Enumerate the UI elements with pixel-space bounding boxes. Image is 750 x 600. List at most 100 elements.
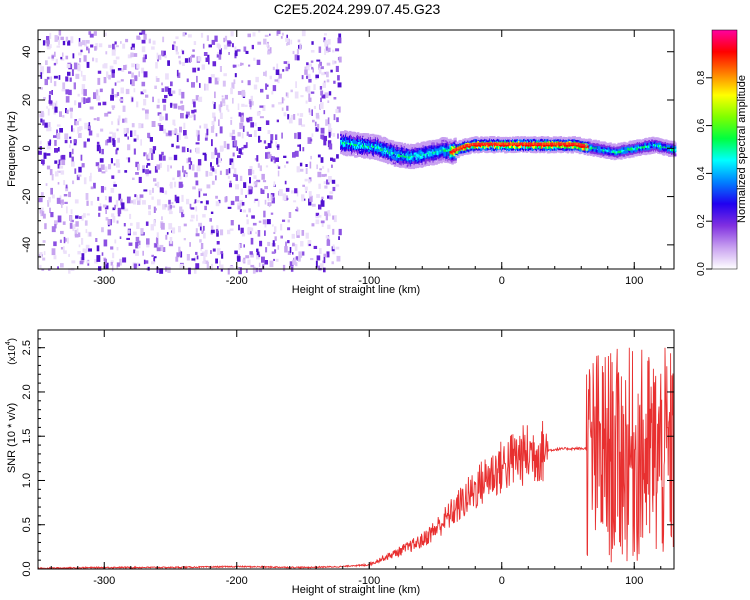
heatmap-cell <box>524 148 528 151</box>
heatmap-cell <box>98 167 102 172</box>
heatmap-cell <box>198 188 203 192</box>
heatmap-cell <box>81 163 85 168</box>
heatmap-cell <box>192 67 197 73</box>
heatmap-cell <box>236 49 241 52</box>
heatmap-cell <box>649 147 652 150</box>
heatmap-cell <box>54 148 58 153</box>
heatmap-cell <box>161 88 165 92</box>
heatmap-cell <box>271 104 275 108</box>
heatmap-cell <box>282 98 286 101</box>
heatmap-cell <box>95 58 98 63</box>
heatmap-cell <box>173 103 178 109</box>
heatmap-cell <box>205 170 209 177</box>
heatmap-cell <box>238 148 242 154</box>
heatmap-cell <box>292 50 295 55</box>
spectrogram-frame <box>37 29 675 270</box>
heatmap-cell <box>112 216 116 223</box>
heatmap-cell <box>178 55 181 59</box>
heatmap-cell <box>200 32 204 38</box>
heatmap-cell <box>194 199 197 203</box>
heatmap-cell <box>186 111 190 118</box>
heatmap-cell <box>265 83 268 90</box>
heatmap-cell <box>161 50 164 56</box>
heatmap-cell <box>252 266 256 274</box>
heatmap-cell <box>332 158 336 162</box>
heatmap-cell <box>198 96 203 102</box>
heatmap-cell <box>327 39 331 45</box>
heatmap-cell <box>337 133 339 139</box>
heatmap-cell <box>110 260 114 264</box>
heatmap-cell <box>133 263 137 270</box>
heatmap-cell <box>468 149 471 153</box>
heatmap-cell <box>338 33 342 38</box>
heatmap-cell <box>81 88 84 95</box>
heatmap-cell <box>290 114 294 120</box>
heatmap-cell <box>168 93 173 97</box>
heatmap-cell <box>205 200 209 205</box>
heatmap-cell <box>61 159 66 166</box>
heatmap-cell <box>210 250 212 254</box>
heatmap-cell <box>315 127 319 132</box>
y-tick-label: 0.0 <box>21 561 33 576</box>
heatmap-cell <box>164 190 168 195</box>
heatmap-cell <box>77 64 81 72</box>
heatmap-cell <box>321 220 324 227</box>
heatmap-cell <box>56 197 61 204</box>
heatmap-cell <box>318 64 320 70</box>
heatmap-cell <box>300 95 304 98</box>
heatmap-cell <box>231 135 236 141</box>
heatmap-cell <box>269 75 272 80</box>
heatmap-cell <box>320 127 325 134</box>
heatmap-cell <box>50 212 54 218</box>
heatmap-cell <box>461 153 464 157</box>
heatmap-cell <box>294 244 298 251</box>
heatmap-cell <box>78 38 81 44</box>
heatmap-cell <box>165 234 168 240</box>
heatmap-cell <box>286 34 288 38</box>
heatmap-cell <box>54 160 58 164</box>
heatmap-cell <box>96 133 100 138</box>
heatmap-cell <box>143 71 148 78</box>
heatmap-cell <box>157 123 162 127</box>
heatmap-cell <box>58 30 62 36</box>
heatmap-cell <box>349 141 352 145</box>
heatmap-cell <box>267 154 272 159</box>
heatmap-cell <box>539 148 543 152</box>
heatmap-cell <box>243 144 247 149</box>
heatmap-cell <box>185 114 188 119</box>
heatmap-cell <box>143 54 147 58</box>
heatmap-cell <box>335 184 340 187</box>
heatmap-cell <box>51 55 54 59</box>
heatmap-cell <box>126 196 131 204</box>
heatmap-cell <box>257 200 260 207</box>
heatmap-cell <box>113 59 117 65</box>
heatmap-cell <box>205 57 209 62</box>
heatmap-cell <box>109 131 113 134</box>
heatmap-cell <box>146 238 150 245</box>
heatmap-cell <box>169 183 172 187</box>
heatmap-cell <box>214 91 216 99</box>
heatmap-cell <box>299 168 304 172</box>
heatmap-cell <box>77 93 80 97</box>
heatmap-cell <box>308 108 311 113</box>
heatmap-cell <box>85 229 88 234</box>
heatmap-cell <box>99 146 101 154</box>
heatmap-cell <box>220 101 223 108</box>
heatmap-cell <box>506 148 509 152</box>
heatmap-cell <box>279 189 283 197</box>
heatmap-cell <box>94 46 97 51</box>
heatmap-cell <box>174 181 177 188</box>
heatmap-cell <box>309 195 313 202</box>
heatmap-cell <box>318 46 322 53</box>
heatmap-cell <box>294 132 297 139</box>
heatmap-cell <box>269 33 271 36</box>
heatmap-cell <box>167 266 171 273</box>
heatmap-cell <box>257 163 260 168</box>
heatmap-cell <box>326 79 330 83</box>
heatmap-cell <box>44 223 47 230</box>
heatmap-cell <box>450 147 453 150</box>
heatmap-cell <box>329 195 333 200</box>
heatmap-cell <box>254 183 258 188</box>
figure-title: C2E5.2024.299.07.45.G23 <box>274 1 441 17</box>
heatmap-cell <box>115 200 119 207</box>
